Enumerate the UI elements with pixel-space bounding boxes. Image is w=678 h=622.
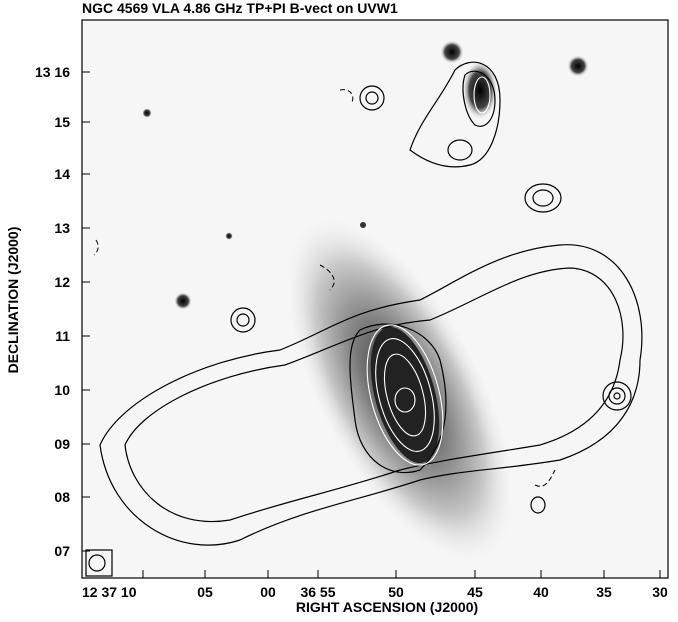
x-ticks: 12 37 10 05 00 36 55 50 45 40 35 30: [82, 570, 668, 600]
x-tick-label: 40: [533, 584, 549, 600]
y-tick-label: 14: [54, 166, 70, 182]
y-tick-label: 07: [54, 543, 70, 559]
y-tick-label: 09: [54, 436, 70, 452]
x-axis-label: RIGHT ASCENSION (J2000): [296, 599, 478, 615]
x-tick-label: 50: [388, 584, 404, 600]
x-tick-label: 30: [652, 584, 668, 600]
frame: [81, 19, 669, 579]
x-tick-label: 12 37 10: [82, 584, 137, 600]
y-tick-label: 13: [54, 220, 70, 236]
x-tick-label: 45: [467, 584, 483, 600]
x-tick-label: 35: [596, 584, 612, 600]
image: [82, 20, 668, 578]
x-tick-label: 36 55: [300, 584, 335, 600]
y-axis-label: DECLINATION (J2000): [5, 227, 21, 374]
y-ticks: 13 16 15 14 13 12 11 10 09 08 07: [35, 64, 90, 559]
y-tick-label: 08: [54, 489, 70, 505]
y-tick-label: 13 16: [35, 64, 70, 80]
title: NGC 4569 VLA 4.86 GHz TP+PI B-vect on UV…: [82, 0, 398, 16]
y-tick-label: 12: [54, 274, 70, 290]
y-tick-label: 15: [54, 114, 70, 130]
y-tick-label: 11: [55, 328, 70, 344]
y-tick-label: 10: [54, 382, 70, 398]
x-tick-label: 00: [260, 584, 276, 600]
x-tick-label: 05: [197, 584, 213, 600]
